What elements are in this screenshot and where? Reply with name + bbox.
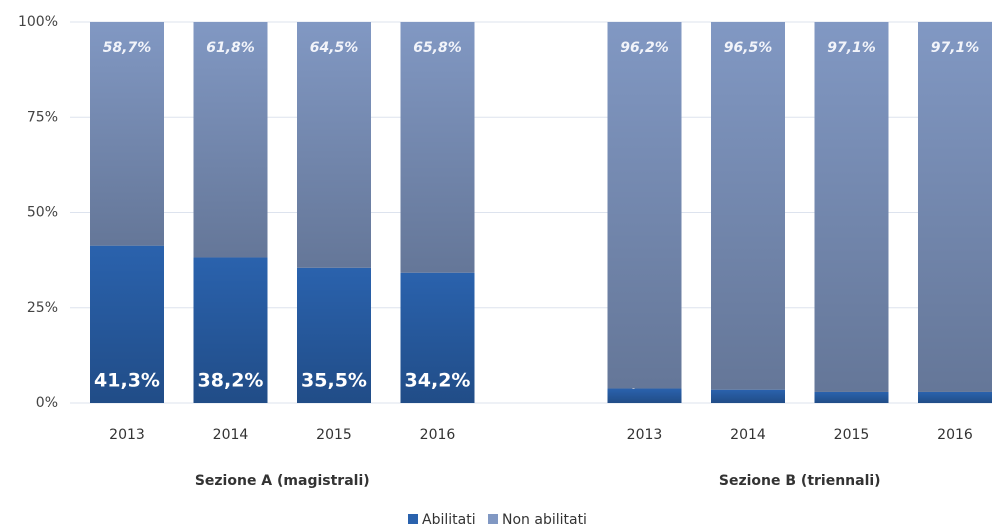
- value-label: 35,5%: [301, 370, 367, 392]
- value-label: 41,3%: [94, 370, 160, 392]
- bar-shade: [711, 22, 785, 390]
- legend-label: Abilitati: [422, 512, 476, 528]
- bar-shade: [711, 389, 785, 403]
- x-tick-label: 2014: [730, 427, 766, 443]
- value-label: 64,5%: [310, 40, 359, 56]
- value-label: 34,2%: [405, 370, 471, 392]
- bar-shade: [297, 267, 371, 403]
- bar-shade: [607, 22, 682, 389]
- bar-shade: [400, 22, 475, 273]
- bar-shade: [814, 391, 889, 403]
- value-label: 58,7%: [103, 40, 152, 56]
- y-tick-label: 50%: [27, 205, 58, 221]
- value-label: 96,2%: [620, 40, 669, 56]
- bar-shade: [90, 245, 164, 403]
- y-tick-label: 100%: [18, 14, 58, 30]
- y-tick-label: 75%: [27, 109, 58, 125]
- x-tick-label: 2013: [109, 427, 145, 443]
- group-label: Sezione A (magistrali): [195, 473, 370, 489]
- legend-swatch: [488, 514, 498, 524]
- bar-shade: [90, 22, 164, 246]
- x-tick-label: 2015: [316, 427, 352, 443]
- value-label: 38,2%: [198, 370, 264, 392]
- value-label: 97,1%: [931, 40, 980, 56]
- bar-shade: [193, 22, 268, 258]
- legend-label: Non abilitati: [502, 512, 587, 528]
- bar-shade: [918, 22, 992, 392]
- legend-swatch: [408, 514, 418, 524]
- y-tick-label: 25%: [27, 300, 58, 316]
- group-label: Sezione B (triennali): [719, 473, 881, 489]
- value-label: 65,8%: [413, 40, 462, 56]
- bar-shade: [193, 257, 268, 403]
- bar-shade: [607, 388, 682, 403]
- bar-shade: [297, 22, 371, 268]
- value-label: 96,5%: [724, 40, 773, 56]
- x-tick-label: 2014: [213, 427, 249, 443]
- value-label: 97,1%: [827, 40, 876, 56]
- bar-shade: [918, 391, 992, 403]
- x-tick-label: 2015: [834, 427, 870, 443]
- x-tick-label: 2016: [937, 427, 973, 443]
- bar-shade: [814, 22, 889, 392]
- y-tick-label: 0%: [36, 395, 58, 411]
- value-label: 61,8%: [206, 40, 255, 56]
- x-tick-label: 2016: [420, 427, 456, 443]
- bar-shade: [400, 272, 475, 403]
- x-tick-label: 2013: [627, 427, 663, 443]
